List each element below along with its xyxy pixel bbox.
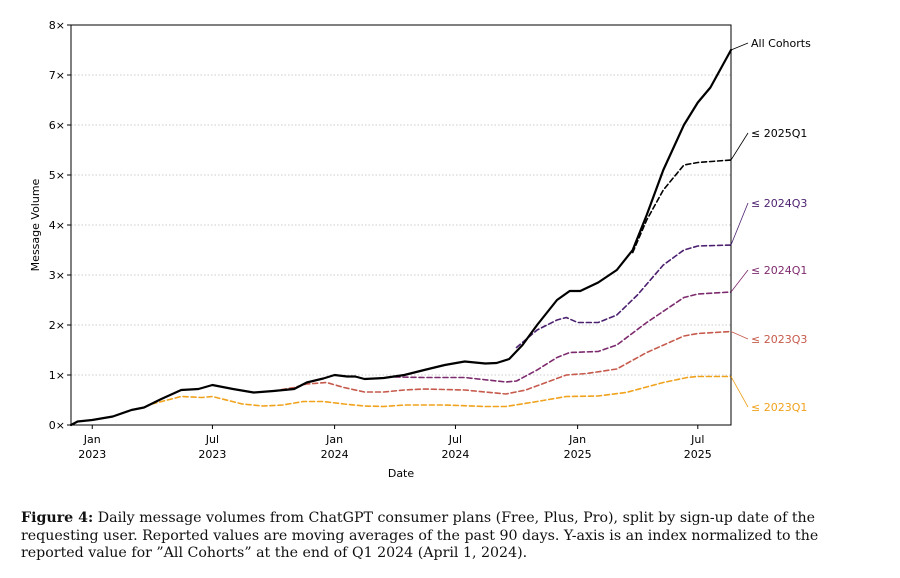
gridlines <box>71 74 731 376</box>
y-tick-label: 8× <box>49 19 65 32</box>
series-end-label: ≤ 2024Q1 <box>751 264 807 277</box>
x-tick-label-month: Jul <box>205 433 219 446</box>
series-lines <box>69 48 733 427</box>
x-axis-ticks: Jan 2023 Jul 2023 Jan 2024 Jul 2024 Jan 2025 Jul 20… <box>78 425 712 461</box>
label-leader-line <box>730 376 749 408</box>
x-tick-label-month: Jan <box>325 433 343 446</box>
x-tick-label-year: 2025 <box>564 448 592 461</box>
y-tick-label: 1× <box>49 369 65 382</box>
series-line <box>515 244 732 349</box>
y-axis-ticks: 0× 1× 2× 3× 4× 5× 6× 7× 8× <box>49 19 71 432</box>
series-line <box>69 48 733 427</box>
y-tick-label: 7× <box>49 69 65 82</box>
series-line <box>272 330 732 395</box>
series-end-label: ≤ 2024Q3 <box>751 197 807 210</box>
y-tick-label: 5× <box>49 169 65 182</box>
series-end-label: ≤ 2023Q1 <box>751 401 807 414</box>
caption-text: Daily message volumes from ChatGPT consu… <box>21 510 819 561</box>
x-tick-label-year: 2024 <box>441 448 469 461</box>
x-tick-label-month: Jan <box>568 433 586 446</box>
series-end-label: All Cohorts <box>751 37 811 50</box>
y-tick-label: 0× <box>49 419 65 432</box>
label-leader-line <box>730 132 749 161</box>
x-tick-label-month: Jul <box>448 433 462 446</box>
series-end-labels: All Cohorts ≤ 2025Q1 ≤ 2024Q3 ≤ 2024Q1 ≤ 202… <box>730 37 811 414</box>
label-leader-line <box>730 42 749 51</box>
y-tick-label: 6× <box>49 119 65 132</box>
line-chart: 0× 1× 2× 3× 4× 5× 6× 7× 8× Jan 2023 Jul 2023 Jan 2024… <box>29 19 811 480</box>
label-leader-line <box>730 202 749 246</box>
series-line <box>631 159 732 254</box>
x-tick-label-year: 2023 <box>198 448 226 461</box>
x-tick-label-month: Jan <box>83 433 101 446</box>
x-tick-label-year: 2023 <box>78 448 106 461</box>
x-tick-label-year: 2025 <box>684 448 712 461</box>
y-tick-label: 4× <box>49 219 65 232</box>
series-end-label: ≤ 2023Q3 <box>751 333 807 346</box>
figure-caption: Figure 4: Daily message volumes from Cha… <box>21 510 841 563</box>
x-tick-label-year: 2024 <box>321 448 349 461</box>
y-axis-title: Message Volume <box>29 178 42 271</box>
y-tick-label: 2× <box>49 319 65 332</box>
y-tick-label: 3× <box>49 269 65 282</box>
series-line <box>394 291 732 383</box>
label-leader-line <box>730 331 749 340</box>
label-leader-line <box>730 269 749 293</box>
x-tick-label-month: Jul <box>690 433 704 446</box>
series-end-label: ≤ 2025Q1 <box>751 127 807 140</box>
figure-label: Figure 4: <box>21 510 94 526</box>
series-line <box>151 375 732 408</box>
x-axis-title: Date <box>388 467 415 480</box>
